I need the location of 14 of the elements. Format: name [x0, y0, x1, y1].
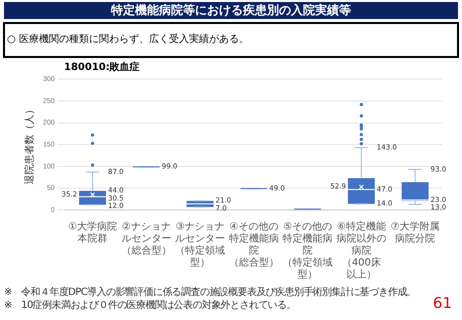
- chart-subtitle: 180010:敗血症: [64, 60, 140, 74]
- chart-title: 特定機能病院等における疾患別の入院実績等: [4, 2, 458, 19]
- text: ※ 令和４年度DPC導入の影響評価に係る調査の施設概要表及び疾患別手術別集計に基づき作成。: [4, 286, 418, 299]
- x-tick-label: ⑥特定機能病院以外の病院（400床以上）: [336, 220, 386, 281]
- x-tick-label: ②ナショナルセンター（総合型）: [121, 222, 172, 257]
- x-tick-label: ⑤その他の特定機能病院（特定領域型）: [282, 220, 333, 281]
- y-axis-title: 退院患者数（人）: [24, 104, 36, 185]
- x-tick-label: ①大学病院本院群: [68, 220, 118, 245]
- text: ※ 10症例未満および０件の医療機関は公表の対象外とされている。: [4, 299, 297, 312]
- x-tick-label: ⑦大学附属病院分院: [390, 220, 440, 245]
- text: ○ 医療機関の種類に関わらず、広く受入実績がある。: [3, 22, 459, 58]
- x-tick-label: ④その他の特定機能病院（総合型）: [228, 220, 279, 269]
- text: 61: [432, 294, 452, 312]
- x-tick-label: ③ナショナルセンター（特定領域型）: [175, 222, 226, 269]
